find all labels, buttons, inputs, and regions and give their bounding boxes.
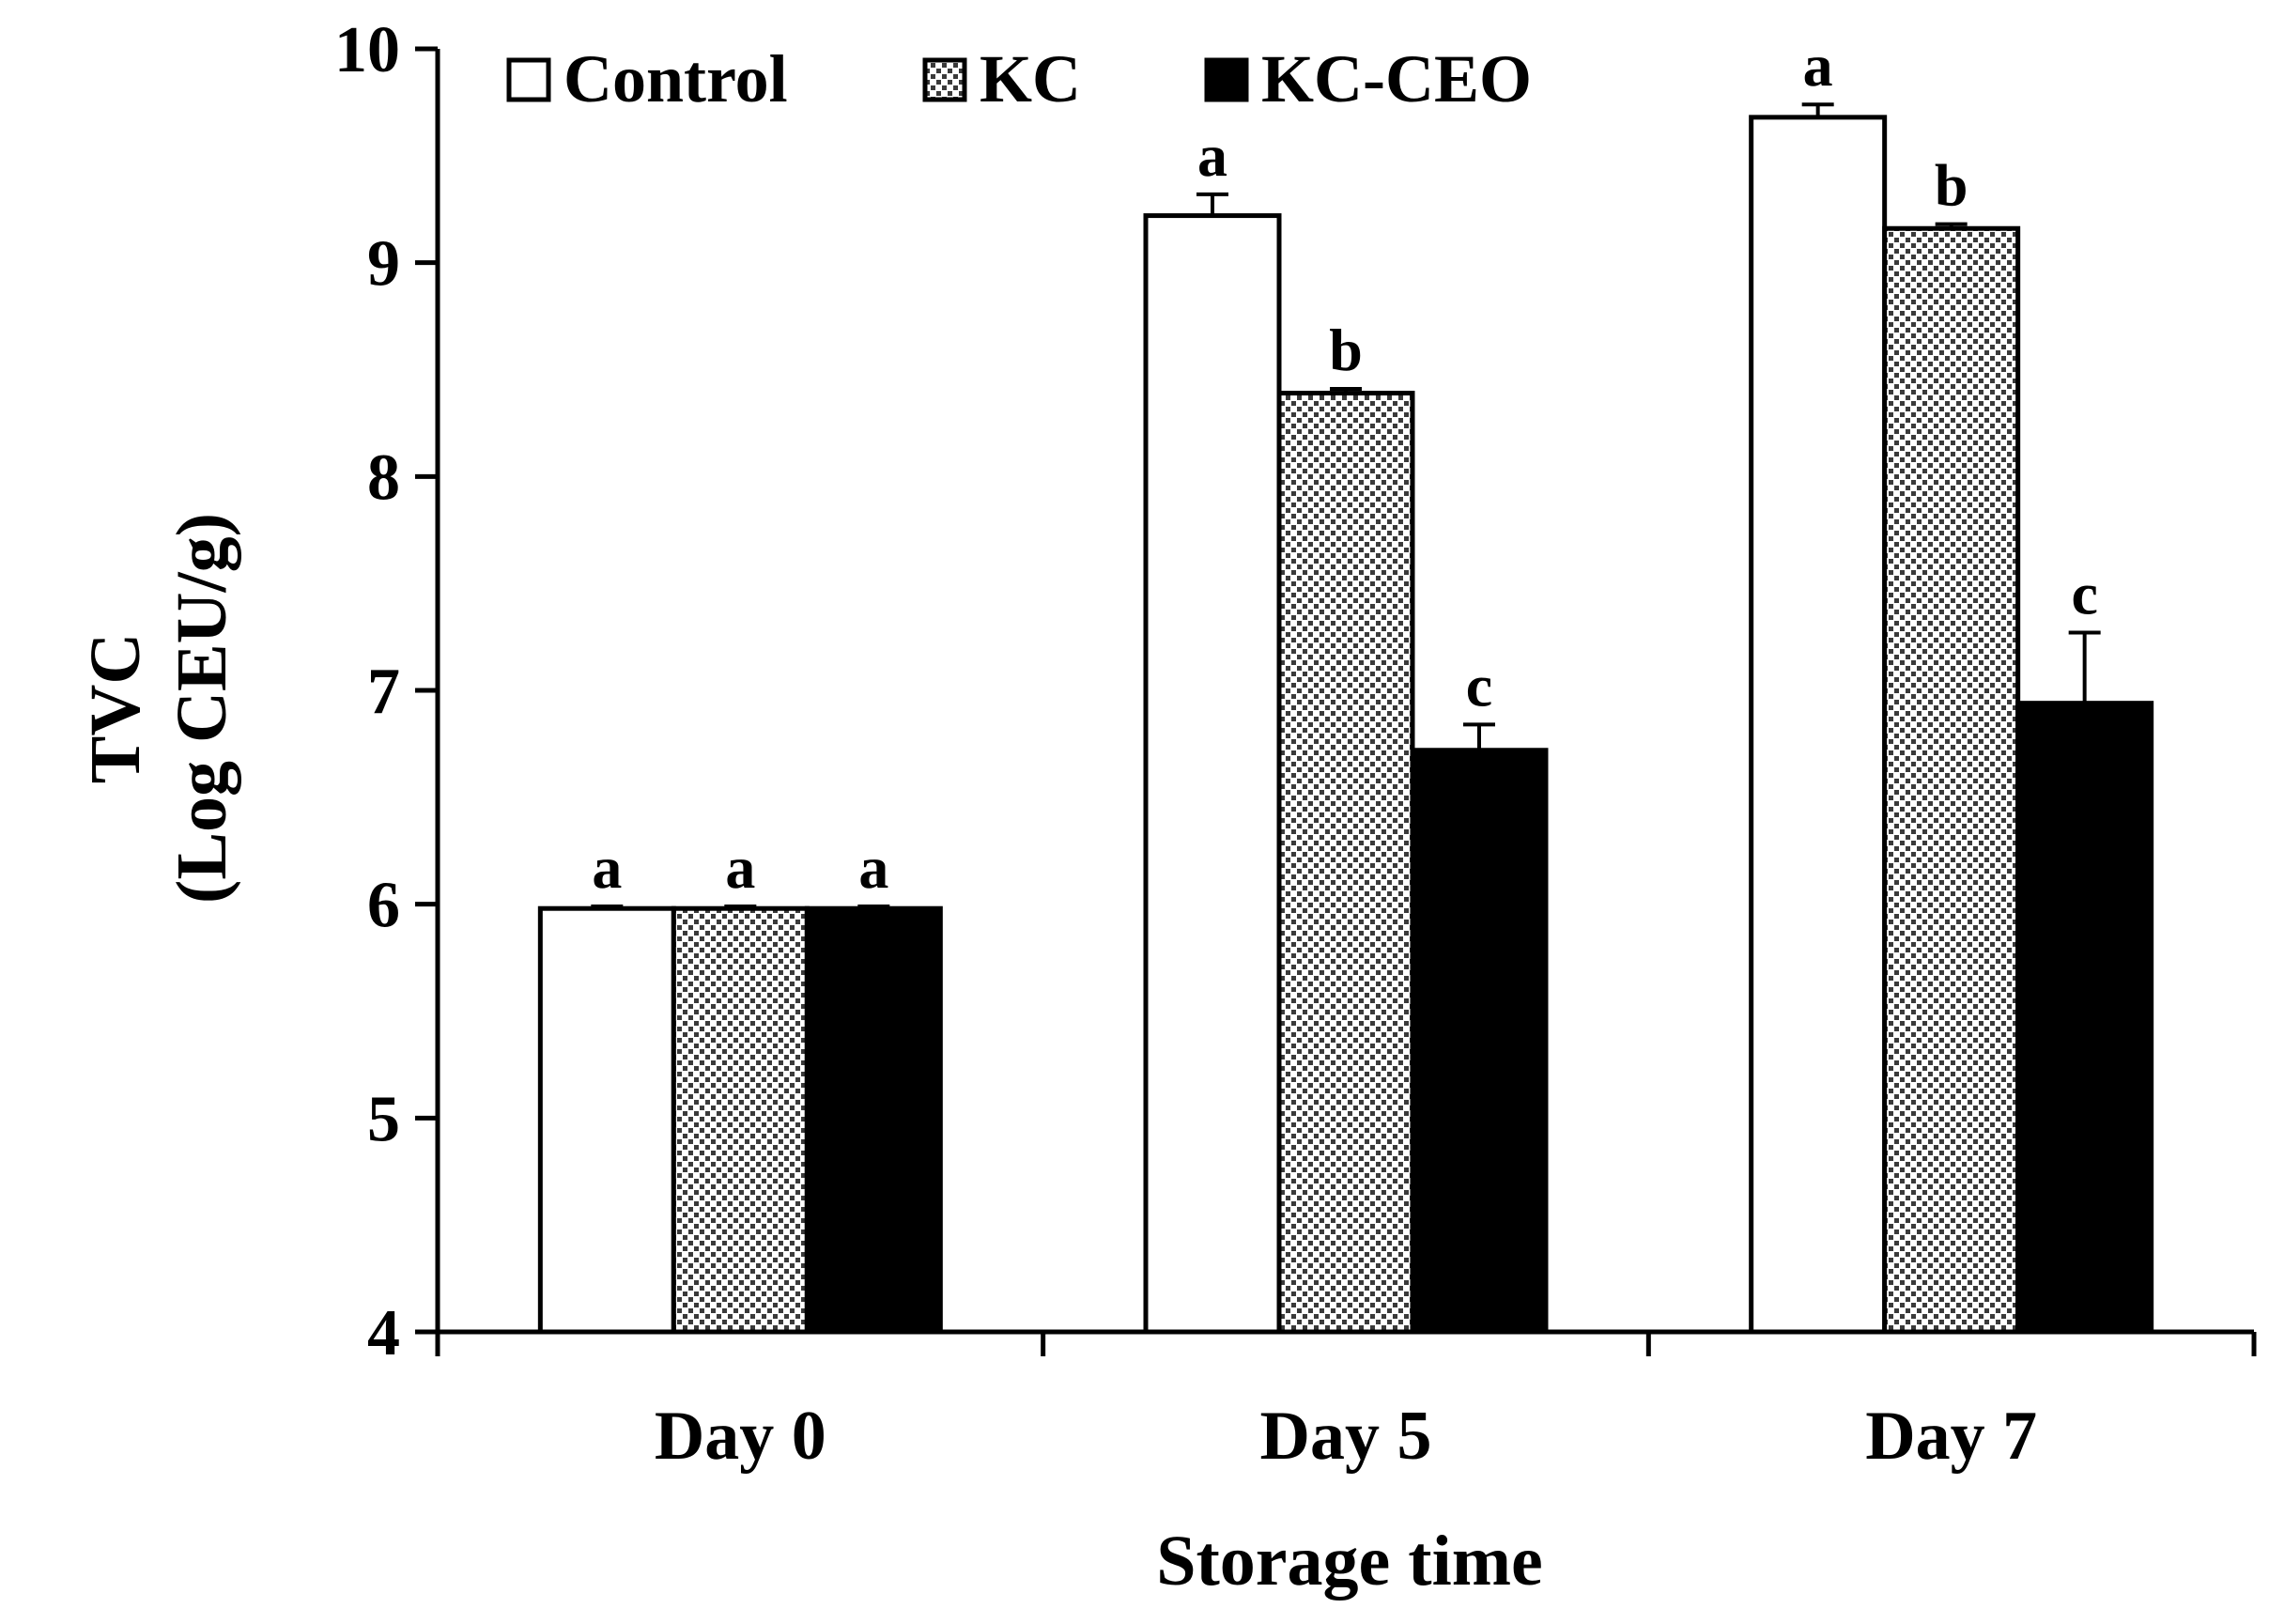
x-category-label: Day 0 [655, 1398, 826, 1475]
legend-label-kc: KC [980, 41, 1081, 116]
legend-swatch-control [506, 57, 551, 102]
y-axis-title-line-2: (Log CEU/g) [162, 513, 241, 904]
bar-kc-ceo-day-0 [804, 905, 943, 1335]
bar-kc-day-5 [1276, 391, 1415, 1335]
bar-control-day-0 [537, 905, 676, 1335]
significance-letter: b [1935, 152, 1968, 219]
significance-letter: c [2071, 561, 2097, 627]
x-axis-title: Storage time [1156, 1522, 1543, 1601]
significance-letter: a [1197, 122, 1227, 189]
bar-kc-ceo-day-7 [2015, 701, 2154, 1335]
y-tick-label: 8 [367, 441, 400, 514]
x-category-label: Day 5 [1260, 1398, 1432, 1475]
bar-control-day-7 [1749, 115, 1888, 1335]
significance-letter: c [1466, 652, 1492, 719]
y-tick-label: 6 [367, 870, 400, 942]
bar-kc-day-0 [671, 905, 810, 1335]
y-tick-label: 7 [367, 656, 400, 728]
y-axis-title-line-1: TVC [76, 633, 155, 783]
x-category-label: Day 7 [1865, 1398, 2037, 1475]
y-tick-label: 10 [334, 14, 400, 86]
significance-letter: a [592, 834, 622, 901]
y-tick-label: 5 [367, 1083, 400, 1155]
legend-label-control: Control [563, 41, 788, 116]
y-axis-title: TVC (Log CEU/g) [76, 513, 241, 904]
y-tick-label: 4 [367, 1297, 400, 1369]
legend: Control KC KC-CEO [506, 41, 1532, 116]
legend-swatch-kc-ceo [1204, 57, 1249, 102]
bar-kc-ceo-day-5 [1410, 748, 1549, 1335]
y-tick-label: 9 [367, 228, 400, 301]
bar-kc-day-7 [1882, 225, 2021, 1335]
legend-swatch-kc [922, 57, 967, 102]
significance-letter: a [858, 834, 888, 901]
significance-letter: a [1803, 32, 1833, 99]
significance-letter: b [1329, 317, 1363, 383]
significance-letter: a [725, 834, 755, 901]
bar-control-day-5 [1143, 213, 1282, 1335]
legend-label-kc-ceo: KC-CEO [1261, 41, 1532, 116]
